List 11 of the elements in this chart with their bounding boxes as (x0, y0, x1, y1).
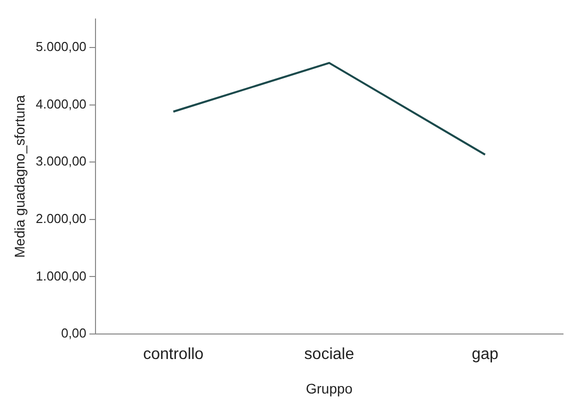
y-tick-label: 1.000,00 (36, 268, 86, 284)
x-tick-label: gap (472, 346, 499, 364)
y-tick-label: 4.000,00 (36, 96, 86, 112)
y-tick-label: 5.000,00 (36, 39, 86, 54)
x-tick-label: controllo (143, 346, 204, 364)
y-tick-label: 3.000,00 (36, 154, 86, 169)
y-tick-label: 2.000,00 (36, 210, 86, 226)
y-tick-label: 0,00 (61, 326, 86, 341)
x-axis-title: Gruppo (306, 380, 353, 396)
y-axis-title: Media guadagno_sfortuna (11, 94, 28, 258)
x-tick-label: sociale (304, 346, 354, 364)
